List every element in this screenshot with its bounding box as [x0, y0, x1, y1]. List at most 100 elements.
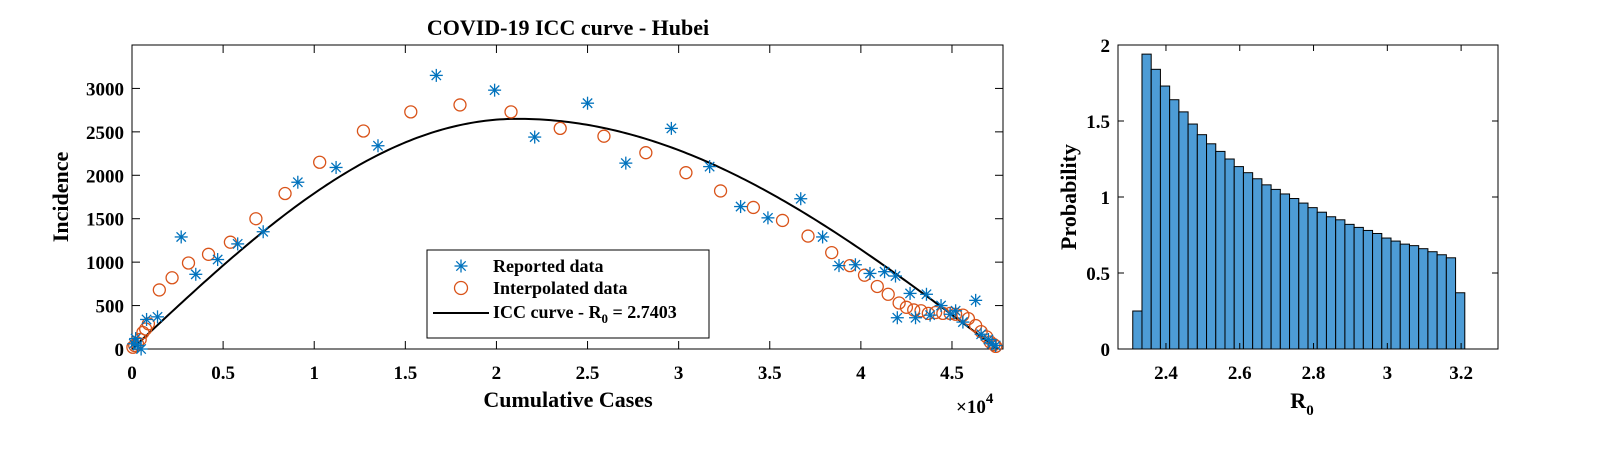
reported-point: [848, 258, 862, 272]
histogram-bar: [1408, 245, 1420, 350]
reported-point: [919, 287, 933, 301]
hist-x-tick-label: 2.4: [1154, 363, 1178, 384]
histogram-bar: [1399, 243, 1410, 350]
legend-label-icc: ICC curve - R0 = 2.7403: [493, 302, 677, 326]
reported-point: [291, 175, 305, 189]
histogram-bar: [1436, 254, 1447, 350]
interpolated-point: [801, 229, 815, 243]
legend-circle-icon: [453, 280, 469, 296]
interpolated-point: [201, 247, 216, 261]
interpolated-point: [914, 304, 928, 318]
x-tick-label: 3: [674, 363, 684, 384]
histogram-bar: [1316, 211, 1327, 350]
reported-point: [903, 286, 917, 300]
histogram-bar: [1381, 237, 1392, 350]
x-multiplier-base: ×10: [956, 397, 986, 418]
histogram-bar: [1455, 292, 1466, 350]
reported-point: [256, 225, 270, 239]
histogram-bar: [1325, 216, 1337, 350]
histogram-bar: [1289, 198, 1300, 350]
histogram-bar: [1353, 226, 1364, 350]
histogram-bar: [1390, 240, 1401, 350]
reported-point: [888, 269, 902, 283]
x-multiplier: ×104: [956, 391, 994, 418]
x-tick-label: 0: [127, 363, 137, 384]
interpolated-point: [775, 213, 790, 228]
histogram-bar: [1196, 134, 1208, 350]
reported-point: [211, 253, 225, 267]
reported-point: [488, 83, 502, 97]
hist-x-label-subscript: 0: [1306, 403, 1314, 419]
interpolated-point: [181, 256, 196, 270]
histogram-bar: [1335, 219, 1346, 350]
histogram-bar: [1307, 207, 1318, 350]
y-tick-label: 500: [96, 297, 125, 318]
x-axis-label: Cumulative Cases: [483, 387, 653, 412]
interpolated-point: [679, 166, 693, 180]
reported-point: [863, 266, 877, 280]
interpolated-point: [825, 245, 839, 260]
histogram-bar: [1159, 85, 1171, 350]
reported-point: [761, 211, 775, 225]
legend: Reported data Interpolated data ICC curv…: [426, 249, 710, 339]
hist-x-tick-label: 2.6: [1228, 363, 1252, 384]
histogram-bar: [1141, 53, 1152, 350]
reported-point: [703, 160, 717, 174]
histogram-bar: [1215, 150, 1226, 350]
histogram-bar: [1187, 123, 1198, 350]
interpolated-point: [597, 129, 611, 143]
histogram-bar: [1261, 184, 1272, 350]
histogram-bar: [1178, 111, 1189, 350]
reported-point: [189, 267, 203, 281]
interpolated-point: [881, 287, 895, 301]
hist-x-axis-label: R0: [1290, 388, 1313, 419]
x-tick-label: 1: [309, 363, 319, 384]
histogram-bar: [1445, 257, 1457, 350]
reported-point: [989, 339, 1003, 353]
reported-point: [949, 304, 963, 318]
x-tick-label: 1.5: [393, 363, 417, 384]
histogram-bar: [1344, 223, 1355, 350]
legend-label-interpolated: Interpolated data: [493, 278, 628, 298]
y-tick-label: 1500: [86, 210, 124, 231]
reported-point: [664, 121, 678, 135]
histogram-bar: [1270, 188, 1281, 350]
hist-x-tick-label: 2.8: [1302, 363, 1326, 384]
legend-asterisk-icon: [454, 259, 468, 273]
histogram-bar: [1242, 172, 1254, 350]
reported-point: [956, 315, 970, 329]
histogram-bar: [1132, 310, 1143, 350]
interpolated-point: [870, 279, 884, 294]
interpolated-point: [553, 121, 567, 136]
interpolated-point: [152, 283, 166, 297]
y-tick-label: 2500: [86, 123, 124, 144]
histogram-bar: [1362, 229, 1374, 350]
reported-point: [734, 200, 748, 214]
reported-point: [140, 312, 154, 326]
histogram-bar: [1372, 232, 1383, 350]
interpolated-point: [713, 184, 728, 198]
histogram-bar: [1169, 99, 1180, 350]
interpolated-point: [249, 212, 263, 226]
interpolated-point: [356, 124, 371, 138]
x-tick-label: 2.5: [576, 363, 600, 384]
reported-point: [832, 259, 846, 273]
x-tick-label: 4.5: [940, 363, 964, 384]
reported-point: [581, 96, 595, 110]
reported-point: [134, 342, 148, 356]
histogram-bar: [1224, 158, 1235, 350]
interpolated-point: [639, 146, 653, 160]
interpolated-point: [313, 155, 327, 169]
interpolated-point: [165, 271, 179, 285]
interpolated-point: [921, 306, 935, 321]
reported-point: [934, 299, 948, 313]
hist-y-tick-label: 0: [1101, 340, 1111, 361]
reported-point: [429, 68, 443, 82]
hist-x-tick-label: 3: [1383, 363, 1393, 384]
y-tick-label: 1000: [86, 253, 124, 274]
hist-x-label-base: R: [1290, 388, 1307, 413]
reported-point: [528, 130, 542, 144]
x-tick-label: 4: [856, 363, 866, 384]
reported-point: [923, 308, 937, 322]
interpolated-point: [899, 300, 914, 314]
